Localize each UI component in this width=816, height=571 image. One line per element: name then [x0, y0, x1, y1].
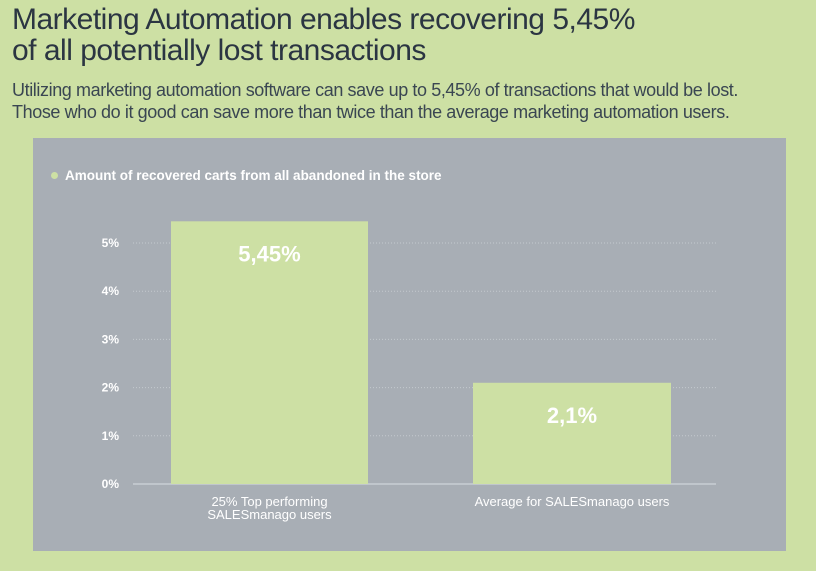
y-tick-label: 0%	[102, 477, 120, 491]
subtitle: Utilizing marketing automation software …	[12, 79, 812, 123]
bar	[171, 221, 368, 484]
subtitle-line-2: Those who do it good can save more than …	[12, 102, 730, 122]
y-tick-label: 4%	[102, 284, 120, 298]
data-label: 2,1%	[547, 403, 597, 428]
y-tick-label: 5%	[102, 236, 120, 250]
page-title: Marketing Automation enables recovering …	[12, 4, 812, 66]
title-line-1: Marketing Automation enables recovering …	[12, 3, 635, 36]
y-tick-label: 2%	[102, 381, 120, 395]
x-tick-label: Average for SALESmanago users	[475, 494, 670, 509]
legend-label: Amount of recovered carts from all aband…	[65, 168, 442, 183]
subtitle-line-1: Utilizing marketing automation software …	[12, 80, 739, 100]
chart-legend: Amount of recovered carts from all aband…	[51, 168, 442, 183]
y-tick-label: 1%	[102, 429, 120, 443]
bar	[473, 382, 671, 484]
legend-marker	[51, 172, 58, 179]
data-label: 5,45%	[238, 241, 300, 266]
title-line-2: of all potentially lost transactions	[12, 34, 426, 67]
y-tick-label: 3%	[102, 332, 120, 346]
chart-panel: Amount of recovered carts from all aband…	[33, 138, 786, 551]
x-tick-label: 25% Top performing SALESmanago users	[207, 494, 332, 522]
bar-chart: 0% 1% 2% 3% 4% 5% 5,45% 25% Top performing SALES…	[102, 221, 716, 522]
